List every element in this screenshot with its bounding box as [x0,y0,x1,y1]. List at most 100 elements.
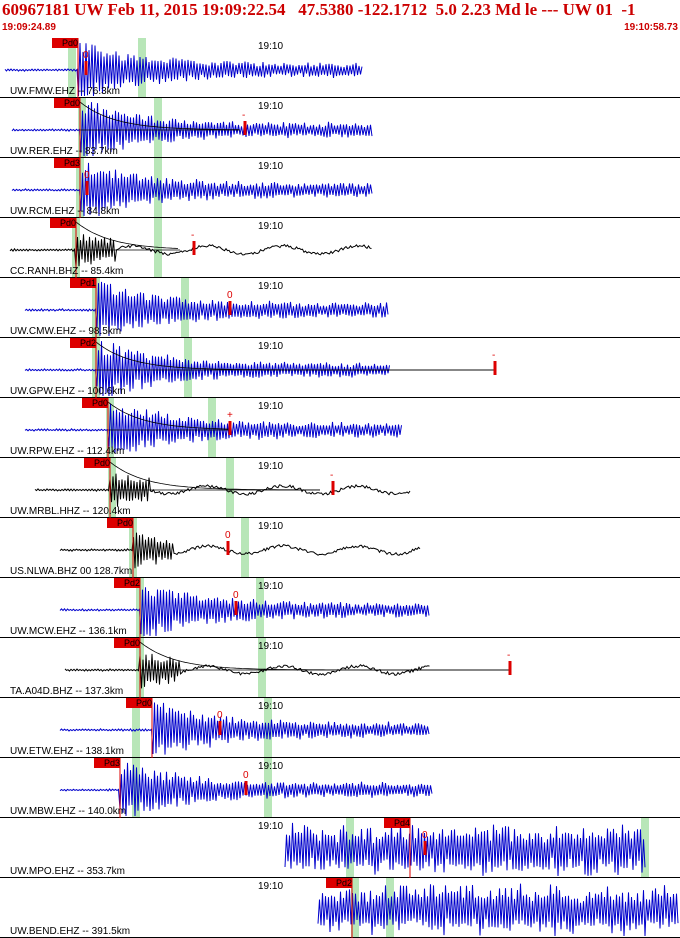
p-pick-flag [52,38,78,48]
station-label: UW.MCW.EHZ -- 136.1km [10,626,127,637]
pick-label: Pd4 [394,818,410,828]
waveform [59,587,430,637]
p-pick-flag [50,218,76,228]
analysis-window [641,818,649,878]
station-label: CC.RANH.BHZ -- 85.4km [10,266,123,277]
trace-panel: 19:10 Pd0 0 UW.ETW.EHZ -- 138.1km [0,698,680,758]
p-pick-flag [54,98,80,108]
waveform [284,822,646,877]
coda-marker [508,661,512,675]
analysis-window [386,878,394,938]
coda-decay-curve [109,461,320,491]
station-label: UW.MBW.EHZ -- 140.0km [10,806,126,817]
coda-marker [423,841,427,855]
station-label: UW.RCM.EHZ -- 84.8km [10,206,119,217]
p-pick-flag [326,878,352,888]
station-label: UW.MPO.EHZ -- 353.7km [10,866,125,877]
pick-label: Pd0 [92,398,108,408]
coda-marker [218,721,222,735]
minute-tick-label: 19:10 [258,821,283,832]
trace-panel: 19:10 Pd0 - CC.RANH.BHZ -- 85.4km [0,218,680,278]
coda-marker [234,601,238,615]
waveform [9,234,372,267]
coda-decay-curve [75,221,179,249]
waveform [4,42,363,97]
coda-decay-curve [79,101,239,131]
minute-tick-label: 19:10 [258,221,283,232]
waveform [59,762,433,817]
pick-label: Pd0 [62,38,78,48]
coda-mark-label: - [492,350,495,361]
coda-marker [228,301,232,315]
waveform [24,281,389,337]
pick-label: Pd3 [104,758,120,768]
p-pick-flag [107,518,133,528]
minute-tick-label: 19:10 [258,401,283,412]
pick-label: Pd0 [60,218,76,228]
coda-mark-label: - [191,230,194,241]
coda-marker [84,61,88,75]
minute-tick-label: 19:10 [258,161,283,172]
pick-label: Pd0 [124,638,140,648]
pick-label: Pd2 [124,578,140,588]
waveform [11,102,373,157]
trace-panel: 19:10 Pd1 0 UW.CMW.EHZ -- 98.5km [0,278,680,338]
p-pick-flag [384,818,410,828]
analysis-window [241,518,249,578]
minute-tick-label: 19:10 [258,101,283,112]
minute-tick-label: 19:10 [258,761,283,772]
coda-mark-label: - [242,110,245,121]
coda-marker [244,781,248,795]
analysis-window [154,218,162,278]
minute-tick-label: 19:10 [258,341,283,352]
analysis-window [258,638,266,698]
coda-mark-label: 0 [422,830,428,841]
trace-panel: 19:10 Pd0 0 US.NLWA.BHZ 00 128.7km [0,518,680,578]
coda-marker [493,361,497,375]
p-pick-flag [114,638,140,648]
minute-tick-label: 19:10 [258,41,283,52]
trace-panel: 19:10 Pd2 0 UW.MCW.EHZ -- 136.1km [0,578,680,638]
p-pick-flag [70,278,96,288]
p-pick-flag [94,758,120,768]
trace-panel: 19:10 Pd3 0 UW.RCM.EHZ -- 84.8km [0,158,680,218]
trace-panel: 19:10 Pd0 + UW.RPW.EHZ -- 112.4km [0,398,680,458]
coda-mark-label: + [227,410,233,421]
header: 60967181 UW Feb 11, 2015 19:09:22.54 47.… [0,0,680,36]
minute-tick-label: 19:10 [258,881,283,892]
analysis-window [226,458,234,518]
pick-label: Pd0 [64,98,80,108]
waveform [59,532,421,569]
trace-panel: 19:10 Pd2 UW.BEND.EHZ -- 391.5km [0,878,680,938]
pick-label: Pd0 [117,518,133,528]
analysis-window [68,38,76,98]
p-pick-flag [84,458,110,468]
p-pick-flag [82,398,108,408]
station-label: UW.GPW.EHZ -- 100.6km [10,386,126,397]
coda-marker [192,241,196,255]
coda-mark-label: - [507,650,510,661]
trace-panel: 19:10 Pd0 - TA.A04D.BHZ -- 137.3km [0,638,680,698]
waveform [317,883,679,937]
coda-mark-label: 0 [243,770,249,781]
station-label: UW.FMW.EHZ -- 76.3km [10,86,120,97]
minute-tick-label: 19:10 [258,281,283,292]
p-pick-flag [54,158,80,168]
coda-mark-label: 0 [83,50,89,61]
pick-label: Pd2 [336,878,352,888]
coda-decay-curve [107,401,229,430]
station-label: UW.MRBL.HHZ -- 120.4km [10,506,131,517]
coda-mark-label: - [330,470,333,481]
waveform [64,653,430,689]
minute-tick-label: 19:10 [258,641,283,652]
p-pick-flag [70,338,96,348]
coda-mark-label: 0 [217,710,223,721]
p-pick-flag [126,698,152,708]
station-label: UW.BEND.EHZ -- 391.5km [10,926,130,937]
station-label: UW.RER.EHZ -- 83.7km [10,146,118,157]
minute-tick-label: 19:10 [258,521,283,532]
station-label: UW.RPW.EHZ -- 112.4km [10,446,124,457]
pick-label: Pd1 [80,278,96,288]
pick-label: Pd2 [80,338,96,348]
minute-tick-label: 19:10 [258,581,283,592]
